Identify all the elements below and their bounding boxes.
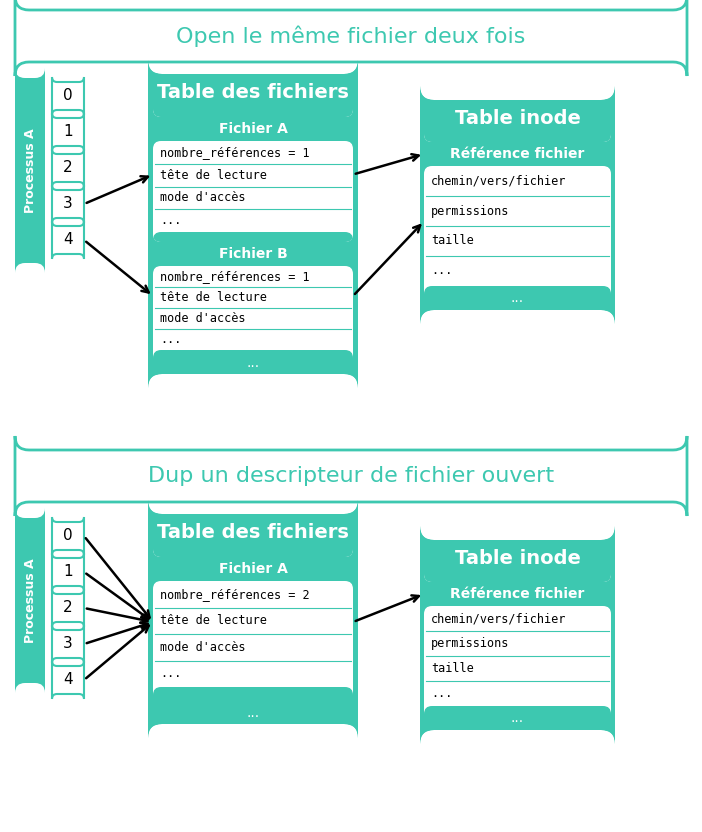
Text: ...: ... xyxy=(511,711,524,725)
FancyBboxPatch shape xyxy=(148,500,358,738)
Text: Table des fichiers: Table des fichiers xyxy=(157,83,349,102)
Text: Open le même fichier deux fois: Open le même fichier deux fois xyxy=(176,25,526,47)
FancyBboxPatch shape xyxy=(52,589,84,627)
FancyBboxPatch shape xyxy=(153,549,353,589)
Text: ...: ... xyxy=(160,214,181,227)
FancyBboxPatch shape xyxy=(15,508,45,693)
Text: Fichier A: Fichier A xyxy=(218,562,287,576)
FancyBboxPatch shape xyxy=(52,661,84,699)
Text: permissions: permissions xyxy=(431,205,510,217)
Text: ...: ... xyxy=(246,706,260,720)
Text: ...: ... xyxy=(246,356,260,370)
FancyBboxPatch shape xyxy=(153,234,353,358)
Text: Dup un descripteur de fichier ouvert: Dup un descripteur de fichier ouvert xyxy=(148,466,554,486)
Text: ...: ... xyxy=(431,687,452,700)
FancyBboxPatch shape xyxy=(420,526,615,744)
FancyBboxPatch shape xyxy=(424,134,611,174)
Text: chemin/vers/fichier: chemin/vers/fichier xyxy=(431,175,567,187)
Text: nombre_références = 1: nombre_références = 1 xyxy=(160,146,310,159)
Text: nombre_références = 2: nombre_références = 2 xyxy=(160,587,310,601)
FancyBboxPatch shape xyxy=(52,149,84,187)
FancyBboxPatch shape xyxy=(153,109,353,149)
FancyBboxPatch shape xyxy=(153,549,353,695)
FancyBboxPatch shape xyxy=(148,338,358,388)
Text: Processus A: Processus A xyxy=(23,558,37,643)
Text: taille: taille xyxy=(431,662,474,675)
FancyBboxPatch shape xyxy=(148,60,358,388)
Text: Référence fichier: Référence fichier xyxy=(450,147,585,161)
FancyBboxPatch shape xyxy=(420,272,615,324)
FancyBboxPatch shape xyxy=(52,77,84,115)
Text: chemin/vers/fichier: chemin/vers/fichier xyxy=(431,612,567,625)
FancyBboxPatch shape xyxy=(420,526,615,592)
FancyBboxPatch shape xyxy=(420,86,615,152)
Text: nombre_références = 1: nombre_références = 1 xyxy=(160,270,310,283)
Text: 0: 0 xyxy=(63,528,73,543)
Text: Référence fichier: Référence fichier xyxy=(450,587,585,601)
Text: 4: 4 xyxy=(63,672,73,687)
Text: taille: taille xyxy=(431,235,474,247)
FancyBboxPatch shape xyxy=(15,436,687,516)
Text: 3: 3 xyxy=(63,196,73,211)
Text: Fichier A: Fichier A xyxy=(218,122,287,136)
Text: 2: 2 xyxy=(63,601,73,616)
Text: 3: 3 xyxy=(63,636,73,651)
FancyBboxPatch shape xyxy=(148,60,358,126)
Text: ...: ... xyxy=(431,265,452,278)
FancyBboxPatch shape xyxy=(52,221,84,259)
FancyBboxPatch shape xyxy=(15,68,45,273)
FancyBboxPatch shape xyxy=(52,185,84,223)
Text: tête de lecture: tête de lecture xyxy=(160,614,267,627)
FancyBboxPatch shape xyxy=(52,517,84,555)
Text: Table inode: Table inode xyxy=(455,549,581,568)
Text: Fichier B: Fichier B xyxy=(218,247,287,261)
Text: ...: ... xyxy=(160,667,181,681)
FancyBboxPatch shape xyxy=(420,692,615,744)
Text: mode d'accès: mode d'accès xyxy=(160,191,246,205)
FancyBboxPatch shape xyxy=(424,134,611,294)
Text: 1: 1 xyxy=(63,564,73,580)
FancyBboxPatch shape xyxy=(148,688,358,738)
FancyBboxPatch shape xyxy=(153,234,353,274)
FancyBboxPatch shape xyxy=(420,86,615,324)
Text: Processus A: Processus A xyxy=(23,128,37,213)
FancyBboxPatch shape xyxy=(52,553,84,591)
Text: 4: 4 xyxy=(63,232,73,247)
Text: 0: 0 xyxy=(63,88,73,103)
Text: ...: ... xyxy=(160,333,181,346)
Text: permissions: permissions xyxy=(431,637,510,650)
Text: tête de lecture: tête de lecture xyxy=(160,169,267,181)
Text: 2: 2 xyxy=(63,161,73,176)
Text: tête de lecture: tête de lecture xyxy=(160,291,267,304)
FancyBboxPatch shape xyxy=(153,109,353,240)
Text: Table des fichiers: Table des fichiers xyxy=(157,523,349,542)
FancyBboxPatch shape xyxy=(424,574,611,714)
FancyBboxPatch shape xyxy=(148,500,358,566)
Text: Table inode: Table inode xyxy=(455,110,581,128)
Text: 1: 1 xyxy=(63,125,73,140)
FancyBboxPatch shape xyxy=(52,113,84,151)
Text: mode d'accès: mode d'accès xyxy=(160,312,246,325)
FancyBboxPatch shape xyxy=(15,0,687,76)
Text: mode d'accès: mode d'accès xyxy=(160,641,246,654)
FancyBboxPatch shape xyxy=(52,625,84,663)
FancyBboxPatch shape xyxy=(424,574,611,614)
Text: ...: ... xyxy=(511,291,524,305)
